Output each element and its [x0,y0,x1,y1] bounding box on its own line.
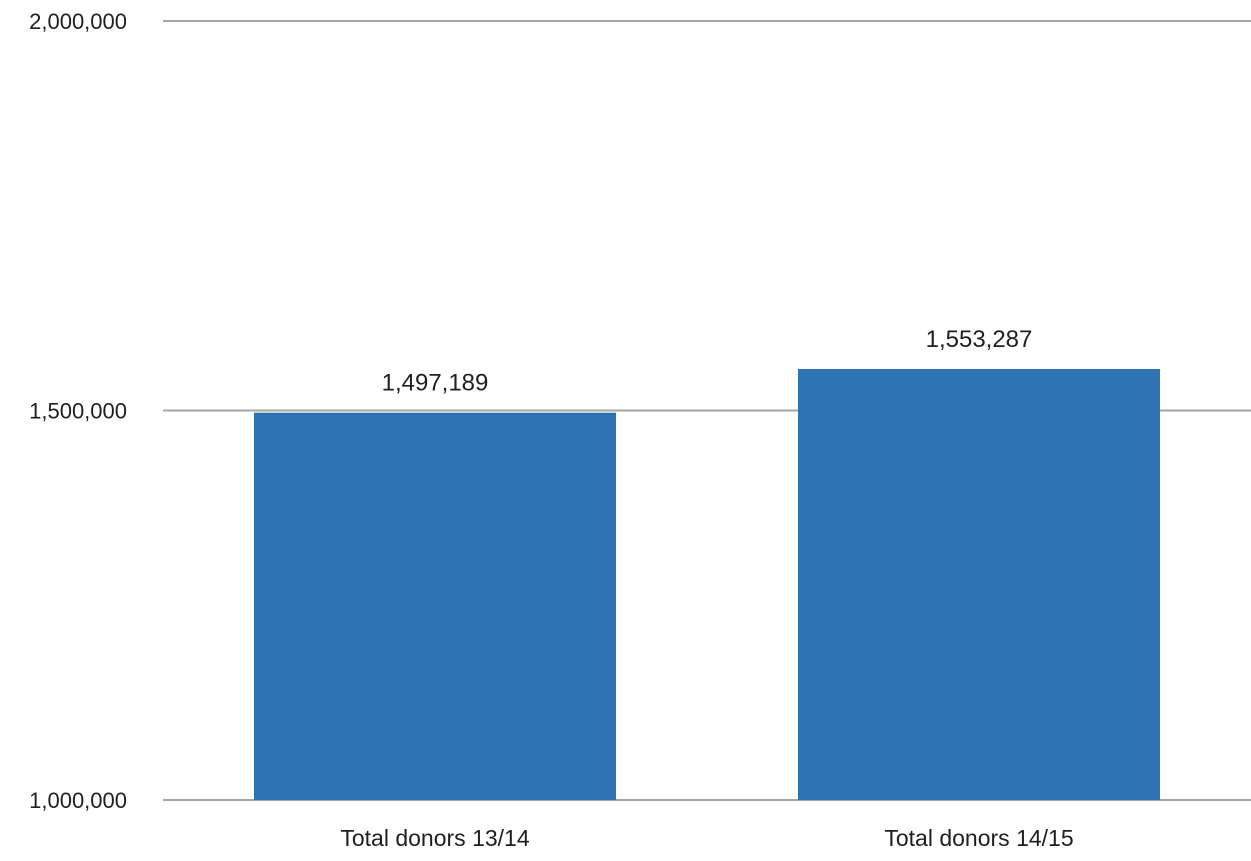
y-tick-label: 1,500,000 [29,399,127,424]
x-category-label: Total donors 13/14 [340,825,529,851]
bar [798,368,1160,800]
x-axis-category-labels: Total donors 13/14 Total donors 14/15 [340,825,1073,851]
data-labels: 1,497,189 1,553,287 [382,326,1033,397]
data-label: 1,497,189 [382,370,489,397]
y-axis-tick-labels: 1,000,000 1,500,000 2,000,000 [29,9,127,813]
bars [254,368,1160,800]
y-tick-label: 2,000,000 [29,9,127,34]
y-tick-label: 1,000,000 [29,788,127,813]
bar [254,412,616,800]
data-label: 1,553,287 [926,326,1033,353]
x-category-label: Total donors 14/15 [884,825,1073,851]
